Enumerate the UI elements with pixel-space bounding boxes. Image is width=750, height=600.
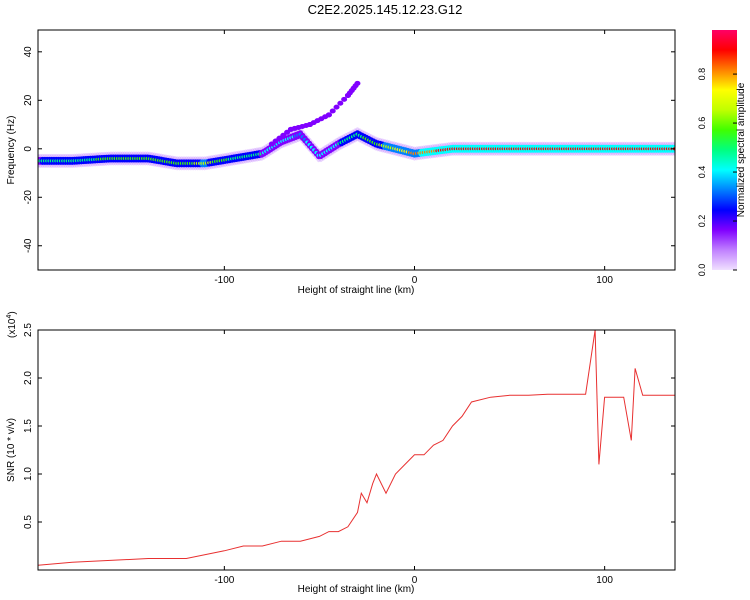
x-tick-label: 0 (412, 575, 418, 586)
snr-ticks: -100 0 100 0.5 1.0 1.5 2.0 2.5 (23, 323, 675, 586)
x-tick-label: 100 (596, 575, 613, 586)
snr-ylabel: SNR (10 * v/v) (6, 418, 17, 482)
heatmap-branch-cell (354, 80, 361, 86)
spectrogram-ylabel: Frequency (Hz) (6, 116, 17, 185)
colorbar-ticks: 0.0 0.2 0.4 0.6 0.8 (697, 68, 737, 276)
snr-plot-area (38, 330, 675, 570)
heatmap-branch-cell (276, 135, 283, 141)
snr-panel: -100 0 100 0.5 1.0 1.5 2.0 2.5 Height of straig… (6, 311, 676, 595)
heatmap-branch-cell (337, 100, 344, 106)
spectrogram-frame (37, 29, 676, 271)
y-tick-label: 40 (23, 46, 34, 58)
y-tick-label: 0.5 (23, 515, 34, 529)
figure-title: C2E2.2025.145.12.23.G12 (308, 2, 463, 17)
colorbar-tick-label: 0.8 (697, 68, 707, 81)
y-tick-label: 1.5 (23, 419, 34, 433)
colorbar-tick-label: 0.0 (697, 264, 707, 277)
colorbar-tick-label: 0.4 (697, 166, 707, 179)
heatmap-branch-cell (272, 138, 279, 144)
y-tick-label: -40 (23, 238, 34, 253)
colorbar-label: Normalized spectral amplitude (736, 82, 747, 217)
y-tick-label: 20 (23, 94, 34, 106)
y-tick-label: 2.0 (23, 371, 34, 385)
colorbar-ramp (712, 30, 737, 270)
heatmap-branch-cell (284, 129, 291, 135)
snr-multiplier-base: (x10 (7, 318, 18, 338)
snr-series (38, 330, 675, 566)
snr-frame (37, 329, 676, 571)
heatmap-branch-cell (329, 108, 336, 114)
y-tick-label: -20 (23, 190, 34, 205)
colorbar: 0.0 0.2 0.4 0.6 0.8 Normalized spectral ampl… (697, 30, 747, 276)
spectrogram-heatmap (38, 80, 675, 171)
heatmap-branch-cell (333, 104, 340, 110)
snr-multiplier: (x104) (6, 311, 18, 338)
colorbar-tick-label: 0.6 (697, 117, 707, 130)
snr-xlabel: Height of straight line (km) (298, 584, 415, 595)
y-tick-label: 1.0 (23, 467, 34, 481)
spectrogram-panel: -100 0 100 40 20 0 -20 -40 Height of straight l… (6, 29, 676, 296)
y-tick-label: 2.5 (23, 323, 34, 337)
heatmap-branch-cell (268, 141, 275, 147)
spectrogram-ticks: -100 0 100 40 20 0 -20 -40 (23, 30, 675, 286)
heatmap-branch-cell (341, 96, 348, 102)
y-tick-label: 0 (23, 146, 34, 152)
x-tick-label: 100 (596, 275, 613, 286)
spectrogram-xlabel: Height of straight line (km) (298, 285, 415, 296)
heatmap-branch-cell (325, 112, 332, 118)
snr-line (38, 330, 675, 566)
colorbar-tick-label: 0.2 (697, 215, 707, 228)
snr-multiplier-exp: 4 (6, 315, 13, 319)
x-tick-label: -100 (214, 575, 234, 586)
x-tick-label: 0 (412, 275, 418, 286)
x-tick-label: -100 (214, 275, 234, 286)
heatmap-branch-cell (280, 132, 287, 138)
svg-text:(x104): (x104) (6, 311, 18, 338)
